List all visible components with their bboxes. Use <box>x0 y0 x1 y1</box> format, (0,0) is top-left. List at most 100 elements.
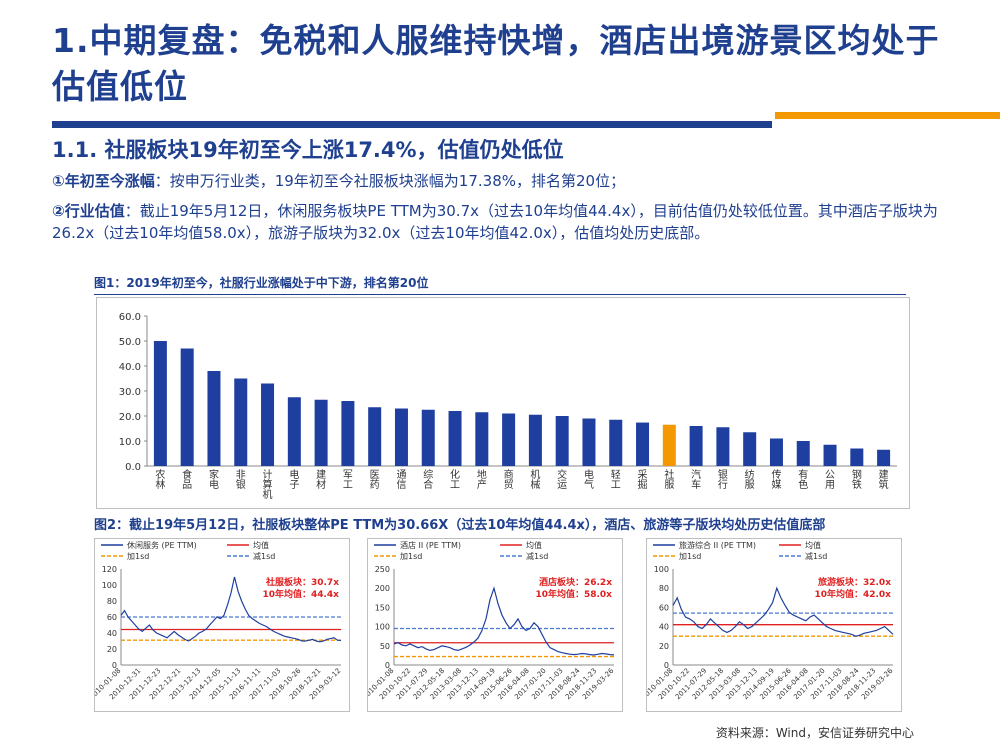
x-tick-label-char: 建 <box>879 468 889 481</box>
bar-机械 <box>528 414 542 466</box>
bar-社服 <box>662 424 676 466</box>
pe-series-line <box>393 586 615 656</box>
x-tick-label-char: 铁 <box>852 478 862 491</box>
legend-label: 加1sd <box>679 551 701 561</box>
bar-建筑 <box>877 449 891 466</box>
title-rule-blue <box>52 121 772 128</box>
y-tick-label: 0 <box>385 661 390 670</box>
figure2-caption: 图2：截止19年5月12日，社服板块整体PE TTM为30.66X（过去10年均… <box>94 518 826 533</box>
x-tick-label-char: 采 <box>638 469 648 481</box>
bar-建材 <box>314 399 328 466</box>
x-tick-label-char: 建 <box>316 468 326 481</box>
bar-chart: 0.010.020.030.040.050.060.0农林食品家电非银计算机电子… <box>119 312 897 501</box>
annotation-mean: 10年均值：58.0x <box>535 588 612 600</box>
pe-series-line <box>672 586 894 637</box>
bar-化工 <box>448 411 462 466</box>
y-tick-label: 100 <box>102 581 117 590</box>
para1-label: ①年初至今涨幅 <box>52 172 155 190</box>
x-tick-label-char: 公 <box>825 470 835 481</box>
bar-电气 <box>582 418 596 466</box>
bar-综合 <box>421 409 435 466</box>
bar-交运 <box>555 416 569 466</box>
x-tick-label-char: 计 <box>263 468 273 481</box>
x-tick-label-char: 钢 <box>852 468 862 481</box>
bar-食品 <box>180 348 194 466</box>
x-tick-label-char: 色 <box>798 478 808 491</box>
x-tick-label-char: 媒 <box>771 479 781 491</box>
x-tick-label-char: 信 <box>396 479 406 491</box>
x-tick-label-char: 通 <box>396 469 406 481</box>
y-tick-label: 40 <box>659 623 669 632</box>
x-tick-label-char: 汽 <box>691 468 701 481</box>
paragraph-valuation: ②行业估值：截止19年5月12日，休闲服务板块PE TTM为30.7x（过去10… <box>52 200 977 244</box>
y-tick-label: 60.0 <box>119 312 141 323</box>
bar-银行 <box>716 427 730 466</box>
x-tick-label-char: 行 <box>718 478 728 491</box>
y-tick-label: 20 <box>659 642 669 651</box>
legend-label: 减1sd <box>526 551 548 561</box>
bar-非银 <box>234 378 248 466</box>
legend-label: 加1sd <box>400 551 422 561</box>
legend-label: 加1sd <box>127 551 149 561</box>
legend-label: 均值 <box>805 540 821 550</box>
x-tick-label-char: 农 <box>155 468 165 481</box>
x-tick-label-char: 子 <box>289 479 299 491</box>
bar-通信 <box>394 408 408 466</box>
x-tick-label-char: 食 <box>182 468 192 481</box>
x-tick-label-char: 纺 <box>745 468 755 481</box>
x-tick-label-char: 机 <box>263 488 273 501</box>
x-tick-label-char: 医 <box>370 469 380 481</box>
x-tick-label-char: 运 <box>557 479 567 491</box>
y-tick-label: 40.0 <box>119 362 141 373</box>
x-tick-label-char: 家 <box>209 468 219 481</box>
x-tick-label-char: 药 <box>370 479 380 491</box>
y-tick-label: 40 <box>107 629 117 638</box>
line-chart-frame-leisure: 休闲服务 (PE TTM) 均值 加1sd 减1sd 0 20 40 60 80 100 120 20… <box>88 538 350 712</box>
x-tick-label-char: 品 <box>182 479 192 491</box>
x-tick-label-char: 产 <box>477 478 487 491</box>
bar-公用 <box>823 444 837 466</box>
legend-label: 减1sd <box>805 551 827 561</box>
legend-label: 旅游综合 II (PE TTM) <box>679 540 756 550</box>
legend-label: 减1sd <box>253 551 275 561</box>
bar-医药 <box>368 407 382 466</box>
y-tick-label: 150 <box>375 603 390 612</box>
annotation-mean: 10年均值：44.4x <box>262 588 339 600</box>
y-tick-label: 250 <box>375 565 390 574</box>
x-tick-label-char: 轻 <box>611 468 621 481</box>
bar-传媒 <box>769 438 783 466</box>
x-tick-label-char: 电 <box>209 478 219 491</box>
x-tick-label-char: 有 <box>798 468 808 481</box>
para1-text: ：按申万行业类，19年初至今社服板块涨幅为17.38%，排名第20位； <box>154 172 626 190</box>
annotation-current: 社服板块：30.7x <box>265 576 339 588</box>
x-tick-label-char: 贸 <box>504 479 514 491</box>
y-tick-label: 200 <box>375 584 390 593</box>
x-tick-label-char: 军 <box>343 469 353 481</box>
line-chart-frame-hotel: 酒店 II (PE TTM) 均值 加1sd 减1sd 0 50 100 150 200 250 2… <box>361 538 623 712</box>
bar-纺服 <box>743 432 757 466</box>
y-tick-label: 50.0 <box>119 337 141 348</box>
bar-采掘 <box>636 422 650 466</box>
x-tick-label-char: 交 <box>557 468 567 481</box>
y-tick-label: 30.0 <box>119 387 141 398</box>
annotation-current: 旅游板块：32.0x <box>818 576 891 588</box>
x-tick-label-char: 械 <box>530 478 540 491</box>
bar-计算机 <box>261 383 275 466</box>
y-tick-label: 60 <box>107 613 117 622</box>
bar-农林 <box>153 341 167 466</box>
x-tick-label-char: 林 <box>155 478 165 491</box>
y-tick-label: 100 <box>375 623 390 632</box>
x-tick-label-char: 电 <box>584 468 594 481</box>
x-tick-label-char: 服 <box>745 479 755 491</box>
y-tick-label: 10.0 <box>119 437 141 448</box>
bar-军工 <box>341 401 355 466</box>
x-tick-label-char: 掘 <box>638 478 648 491</box>
x-tick-label-char: 气 <box>584 478 594 491</box>
y-tick-label: 20.0 <box>119 412 141 423</box>
bar-chart-frame: 0.0 10.0 20.0 30.0 40.0 50.0 60.0 农林食品家电非银计算机电子… <box>96 297 910 509</box>
pe-series-line <box>120 576 342 643</box>
legend-label: 酒店 II (PE TTM) <box>400 540 461 550</box>
